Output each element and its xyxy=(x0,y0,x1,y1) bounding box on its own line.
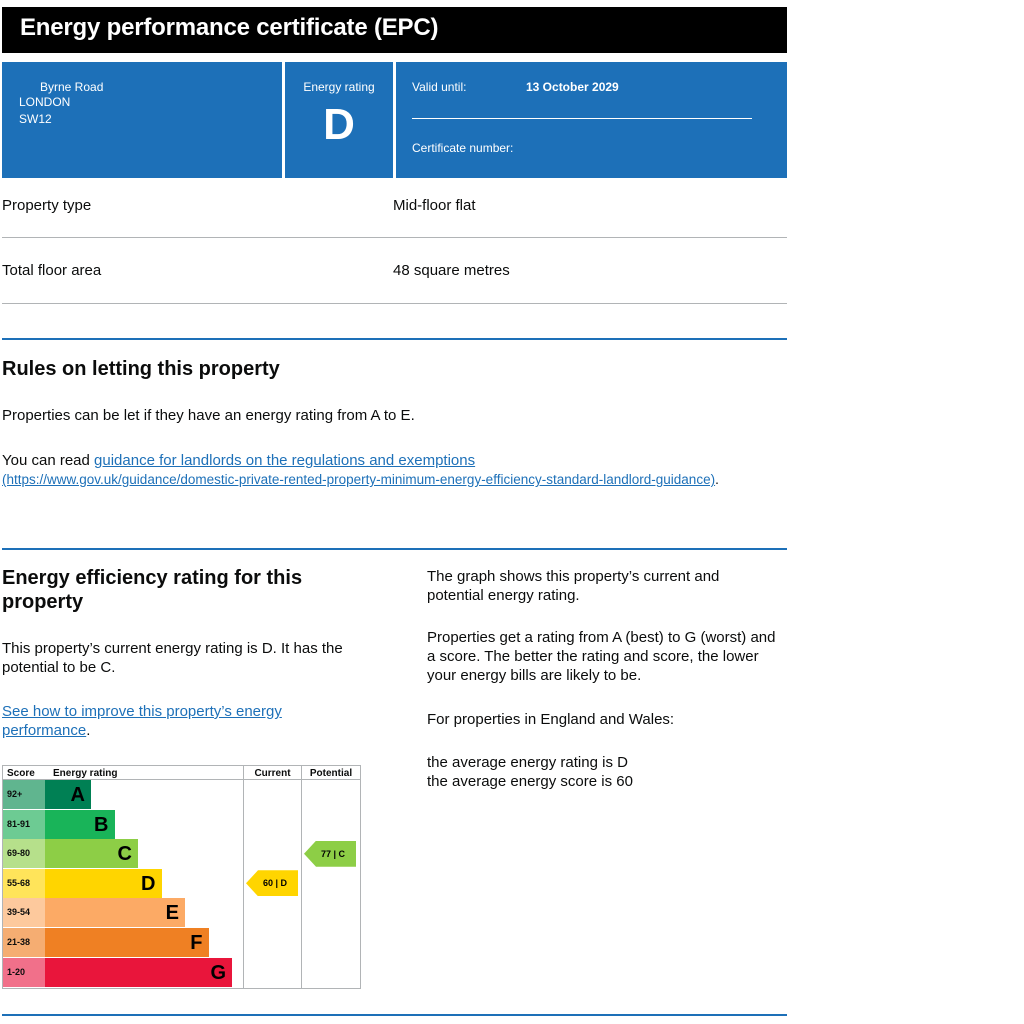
energy-efficiency-heading: Energy efficiency rating for this proper… xyxy=(2,567,303,613)
valid-until-date: 13 October 2029 xyxy=(526,80,619,94)
band-letter-b: B xyxy=(94,813,109,836)
energy-rating-letter: D xyxy=(323,100,355,149)
floor-area-value: 48 square metres xyxy=(393,262,510,279)
rating-scale-explanation: Properties get a rating from A (best) to… xyxy=(427,629,776,684)
current-rating-text: This property’s current energy rating is… xyxy=(2,640,343,676)
energy-rating-label: Energy rating xyxy=(303,80,375,94)
address-line-street: Byrne Road xyxy=(40,80,104,94)
landlord-guidance-link[interactable]: guidance for landlords on the regulation… xyxy=(94,452,476,469)
improve-text: See how to improve this property’s energ… xyxy=(2,702,342,740)
energy-rating-graph: Score Energy rating Current Potential 92… xyxy=(2,765,361,989)
average-score-text: the average energy score is 60 xyxy=(427,773,633,790)
landlord-guidance-url-text: (https://www.gov.uk/guidance/domestic-pr… xyxy=(2,470,762,489)
band-letter-d: D xyxy=(141,872,156,895)
page-title: Energy performance certificate (EPC) xyxy=(20,14,439,41)
floor-area-label: Total floor area xyxy=(2,262,102,279)
section-divider xyxy=(2,338,787,340)
current-column-header: Current xyxy=(254,768,291,779)
band-bar-a: A xyxy=(45,780,91,809)
rating-panel xyxy=(285,62,393,178)
band-score-g: 1-20 xyxy=(3,957,45,987)
band-bar-c: C xyxy=(45,839,138,869)
section-divider xyxy=(2,1014,787,1016)
band-letter-a: A xyxy=(70,784,85,806)
letting-rules-heading: Rules on letting this property xyxy=(2,358,280,380)
divider xyxy=(2,303,787,304)
improve-energy-link[interactable]: See how to improve this property’s energ… xyxy=(2,703,282,739)
graph-header-rule xyxy=(3,779,360,780)
band-bar-e: E xyxy=(45,898,185,928)
valid-until-label: Valid until: xyxy=(412,80,467,94)
band-score-c: 69-80 xyxy=(3,839,45,869)
letting-rules-text: Properties can be let if they have an en… xyxy=(2,407,415,424)
certificate-number-label: Certificate number: xyxy=(412,141,514,155)
band-bar-f: F xyxy=(45,928,209,957)
average-rating-text: the average energy rating is D xyxy=(427,754,628,771)
band-score-b: 81-91 xyxy=(3,809,45,839)
energy-rating-column-header: Energy rating xyxy=(53,768,118,779)
period: . xyxy=(715,472,719,487)
validity-panel xyxy=(396,62,787,178)
graph-column-rule xyxy=(301,766,302,988)
band-score-f: 21-38 xyxy=(3,928,45,957)
band-letter-e: E xyxy=(165,902,179,925)
landlord-guidance-url[interactable]: (https://www.gov.uk/guidance/domestic-pr… xyxy=(2,472,716,487)
section-divider xyxy=(2,548,787,550)
potential-rating-marker: 77 | C xyxy=(304,840,356,867)
band-score-a: 92+ xyxy=(3,780,45,809)
divider xyxy=(2,237,787,238)
guidance-prefix: You can read xyxy=(2,452,95,469)
band-score-d: 55-68 xyxy=(3,868,45,898)
band-letter-f: F xyxy=(190,932,203,954)
band-bar-d: D xyxy=(45,868,162,898)
address-line-postcode: SW12 xyxy=(19,112,52,126)
band-letter-c: C xyxy=(117,843,132,866)
address-panel xyxy=(2,62,282,178)
region-note: For properties in England and Wales: xyxy=(427,711,675,728)
landlord-guidance-text: You can read guidance for landlords on t… xyxy=(2,451,772,470)
band-bar-b: B xyxy=(45,809,115,839)
band-bar-g: G xyxy=(45,957,232,987)
address-line-city: LONDON xyxy=(19,95,71,109)
potential-column-header: Potential xyxy=(309,768,353,779)
property-type-value: Mid-floor flat xyxy=(393,197,476,214)
page-header xyxy=(2,7,787,53)
score-column-header: Score xyxy=(7,768,35,779)
band-letter-g: G xyxy=(210,961,226,984)
graph-explanation: The graph shows this property’s current … xyxy=(427,568,720,604)
band-score-e: 39-54 xyxy=(3,898,45,928)
graph-column-rule xyxy=(243,766,244,988)
divider xyxy=(412,118,752,119)
current-rating-marker: 60 | D xyxy=(246,870,298,897)
period: . xyxy=(86,722,91,739)
property-type-label: Property type xyxy=(2,197,92,214)
